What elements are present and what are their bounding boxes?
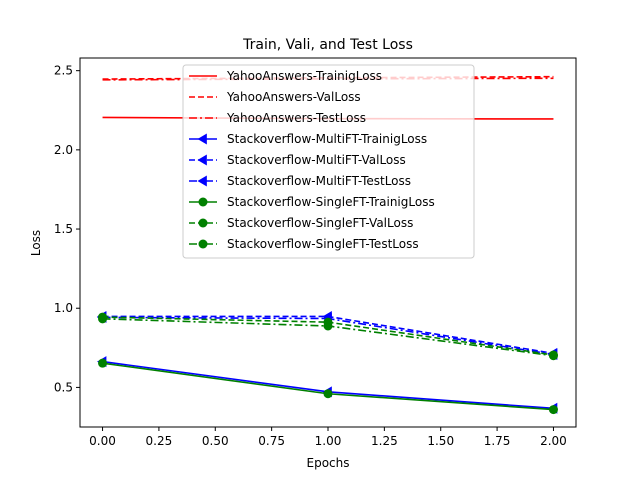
data-point-s8-1 xyxy=(323,321,333,331)
series-line-3 xyxy=(102,360,554,410)
data-point-s8-2 xyxy=(548,351,558,361)
x-tick-label: 1.00 xyxy=(315,434,342,448)
legend-label-7: Stackoverflow-SingleFT-ValLoss xyxy=(227,216,413,230)
y-tick-label: 0.5 xyxy=(54,380,73,394)
legend-marker-3 xyxy=(197,133,207,145)
data-point-s6-2 xyxy=(548,405,558,415)
x-tick-label: 0.00 xyxy=(89,434,116,448)
legend-label-2: YahooAnswers-TestLoss xyxy=(226,111,366,125)
legend-label-6: Stackoverflow-SingleFT-TrainigLoss xyxy=(227,195,435,209)
x-tick-label: 0.25 xyxy=(146,434,173,448)
legend-marker-8 xyxy=(198,239,208,249)
legend: YahooAnswers-TrainigLoss YahooAnswers-Val… xyxy=(182,64,475,259)
legend-box xyxy=(182,64,475,259)
legend-marker-7 xyxy=(198,218,208,228)
x-tick-label: 1.50 xyxy=(427,434,454,448)
data-point-s6-1 xyxy=(323,389,333,399)
x-tick-label: 1.25 xyxy=(371,434,398,448)
legend-marker-5 xyxy=(197,175,207,187)
data-point-s8-0 xyxy=(98,314,108,324)
legend-label-5: Stackoverflow-MultiFT-TestLoss xyxy=(227,174,411,188)
y-tick-label: 1.5 xyxy=(54,222,73,236)
legend-label-8: Stackoverflow-SingleFT-TestLoss xyxy=(227,237,419,251)
data-point-s6-0 xyxy=(98,358,108,368)
legend-label-4: Stackoverflow-MultiFT-ValLoss xyxy=(227,153,406,167)
y-tick-label: 1.0 xyxy=(54,301,73,315)
y-axis-label: Loss xyxy=(29,230,43,256)
legend-marker-6 xyxy=(198,197,208,207)
legend-label-3: Stackoverflow-MultiFT-TrainigLoss xyxy=(227,132,427,146)
legend-label-0: YahooAnswers-TrainigLoss xyxy=(226,69,382,83)
legend-label-1: YahooAnswers-ValLoss xyxy=(226,90,361,104)
y-tick-label: 2.0 xyxy=(54,143,73,157)
x-tick-label: 0.50 xyxy=(202,434,229,448)
x-tick-label: 0.75 xyxy=(258,434,285,448)
x-axis-label: Epochs xyxy=(307,456,350,470)
x-axis-ticks: 0.00 0.25 0.50 0.75 1.00 1.25 1.50 1.75 2.00 xyxy=(89,427,567,448)
legend-marker-4 xyxy=(197,154,207,166)
y-axis-ticks: 0.5 1.0 1.5 2.0 2.5 xyxy=(54,64,80,394)
x-tick-label: 1.75 xyxy=(484,434,511,448)
chart-title: Train, Vali, and Test Loss xyxy=(242,37,413,53)
x-tick-label: 2.00 xyxy=(540,434,567,448)
y-tick-label: 2.5 xyxy=(54,64,73,78)
